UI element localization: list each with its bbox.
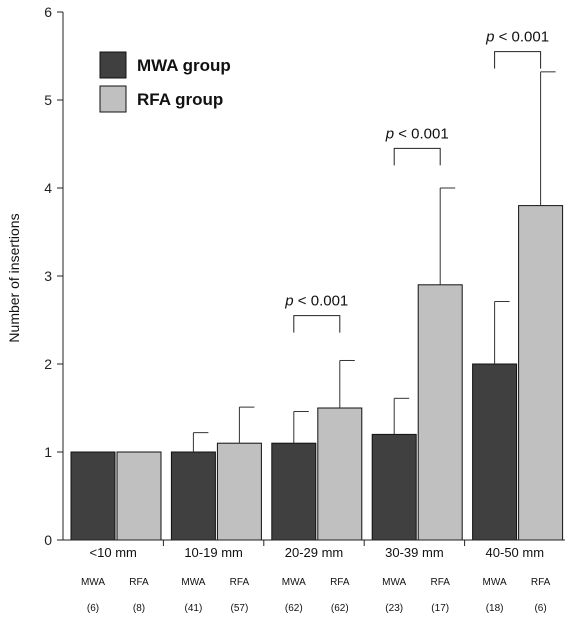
significance-bracket-2 (494, 51, 542, 69)
bar-group-label-mwa-3: MWA (382, 577, 406, 588)
significance-label-0: p < 0.001 (284, 293, 348, 310)
x-category-label-1: 10-19 mm (184, 545, 243, 560)
bar-group-label-rfa-2: RFA (330, 577, 350, 588)
sample-size-rfa-2: (62) (331, 603, 349, 614)
legend-label-mwa: MWA group (137, 56, 231, 75)
x-category-label-4: 40-50 mm (486, 545, 545, 560)
bar-group-label-mwa-2: MWA (282, 577, 306, 588)
bar-mwa-0 (70, 451, 116, 541)
bar-group-label-mwa-4: MWA (483, 577, 507, 588)
x-category-label-3: 30-39 mm (385, 545, 444, 560)
y-tick-label-2: 2 (44, 356, 52, 372)
significance-label-2: p < 0.001 (485, 29, 549, 46)
y-tick-label-1: 1 (44, 444, 52, 460)
sample-size-rfa-1: (57) (231, 603, 249, 614)
y-tick-label-6: 6 (44, 4, 52, 20)
bar-mwa-3 (371, 433, 417, 541)
sample-size-rfa-0: (8) (133, 603, 145, 614)
bar-rfa-1 (216, 442, 262, 541)
bar-rfa-2 (317, 407, 363, 541)
bar-group-label-rfa-3: RFA (430, 577, 450, 588)
bar-mwa-4 (472, 363, 518, 541)
bar-group-label-mwa-1: MWA (181, 577, 205, 588)
x-category-label-2: 20-29 mm (285, 545, 344, 560)
bar-rfa-3 (417, 284, 463, 541)
bar-group-label-rfa-0: RFA (129, 577, 149, 588)
bar-rfa-4 (518, 205, 564, 541)
sample-size-mwa-2: (62) (285, 603, 303, 614)
legend-swatch-rfa (99, 85, 127, 113)
y-axis-label: Number of insertions (6, 213, 22, 342)
x-category-label-0: <10 mm (90, 545, 137, 560)
significance-bracket-0 (293, 315, 341, 333)
legend-label-rfa: RFA group (137, 90, 223, 109)
sample-size-rfa-3: (17) (431, 603, 449, 614)
y-tick-label-4: 4 (44, 180, 52, 196)
significance-bracket-1 (393, 147, 441, 166)
sample-size-mwa-0: (6) (87, 603, 99, 614)
plot-area: p < 0.001 p < 0.001 p < 0.001 (70, 29, 564, 541)
significance-label-1: p < 0.001 (385, 125, 449, 142)
bar-mwa-1 (170, 451, 216, 541)
bar-group-label-mwa-0: MWA (81, 577, 105, 588)
bar-group-label-rfa-4: RFA (531, 577, 551, 588)
y-tick-label-5: 5 (44, 92, 52, 108)
bar-group-label-rfa-1: RFA (230, 577, 250, 588)
bar-mwa-2 (271, 442, 317, 541)
y-tick-label-0: 0 (44, 532, 52, 548)
sample-size-mwa-4: (18) (486, 603, 504, 614)
sample-size-mwa-1: (41) (185, 603, 203, 614)
y-tick-label-3: 3 (44, 268, 52, 284)
axes: 0 1 2 3 4 5 6 <10 mm MWA (6) RFA (8) 10-19 mm MWA (41)… (44, 4, 565, 614)
sample-size-rfa-4: (6) (534, 603, 546, 614)
sample-size-mwa-3: (23) (385, 603, 403, 614)
legend: MWA group RFA group (99, 51, 231, 113)
legend-swatch-mwa (99, 51, 127, 79)
bar-rfa-0 (116, 451, 162, 541)
